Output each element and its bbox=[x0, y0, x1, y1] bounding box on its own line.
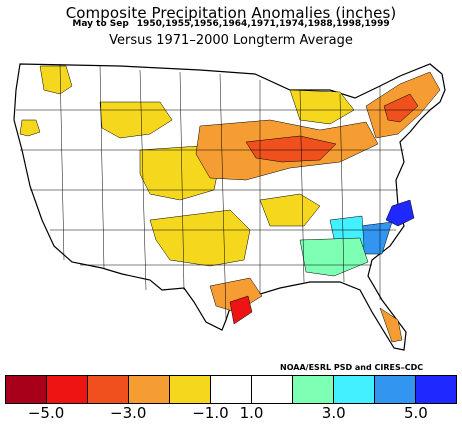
region-north-carolina-coast bbox=[385, 199, 415, 227]
region-southeast-coast bbox=[359, 221, 393, 255]
region-pacific-northwest bbox=[19, 119, 41, 137]
legend-tick-label: 1.0 bbox=[239, 404, 264, 422]
color-swatch bbox=[170, 376, 211, 403]
region-northern-rockies bbox=[99, 101, 173, 139]
region-upper-plains bbox=[39, 65, 73, 95]
region-florida bbox=[379, 307, 403, 343]
region-great-lakes bbox=[289, 89, 355, 125]
us-precip-map bbox=[13, 63, 446, 351]
map-subtitle-years: May to Sep 1950,1955,1956,1964,1971,1974,… bbox=[0, 19, 462, 29]
color-swatch bbox=[211, 376, 252, 403]
color-swatch bbox=[88, 376, 129, 403]
color-swatch bbox=[375, 376, 416, 403]
region-ohio-valley-core bbox=[245, 135, 337, 163]
color-swatch bbox=[47, 376, 88, 403]
legend-tick-label: −1.0 bbox=[192, 404, 229, 422]
color-swatch bbox=[252, 376, 293, 403]
subtitle-years: 1950,1955,1956,1964,1971,1974,1988,1998,… bbox=[136, 19, 390, 29]
legend-tick-label: −5.0 bbox=[27, 404, 65, 422]
credit-text: NOAA/ESRL PSD and CIRES–CDC bbox=[280, 363, 424, 372]
color-swatch bbox=[6, 376, 47, 403]
legend-tick-label: −3.0 bbox=[110, 404, 147, 422]
region-texas-coast bbox=[229, 295, 253, 325]
color-swatch bbox=[129, 376, 170, 403]
map-title: Composite Precipitation Anomalies (inche… bbox=[65, 4, 397, 22]
subtitle-period: May to Sep bbox=[72, 19, 129, 29]
legend-tick-label: 5.0 bbox=[403, 404, 428, 422]
color-swatch bbox=[293, 376, 334, 403]
color-legend-ticks: −5.0 −3.0 −1.0 1.0 3.0 5.0 bbox=[0, 404, 462, 426]
region-georgia-alabama bbox=[299, 237, 369, 277]
color-swatch bbox=[334, 376, 375, 403]
region-northeast-inner bbox=[383, 93, 419, 123]
region-southern-plains bbox=[149, 209, 251, 267]
legend-tick-label: 3.0 bbox=[321, 404, 346, 422]
region-southeast-interior bbox=[259, 193, 321, 227]
color-legend-bar bbox=[5, 375, 457, 404]
division-lines bbox=[16, 63, 430, 321]
color-swatch bbox=[416, 376, 456, 403]
map-subtitle-base: Versus 1971–2000 Longterm Average bbox=[109, 33, 353, 48]
